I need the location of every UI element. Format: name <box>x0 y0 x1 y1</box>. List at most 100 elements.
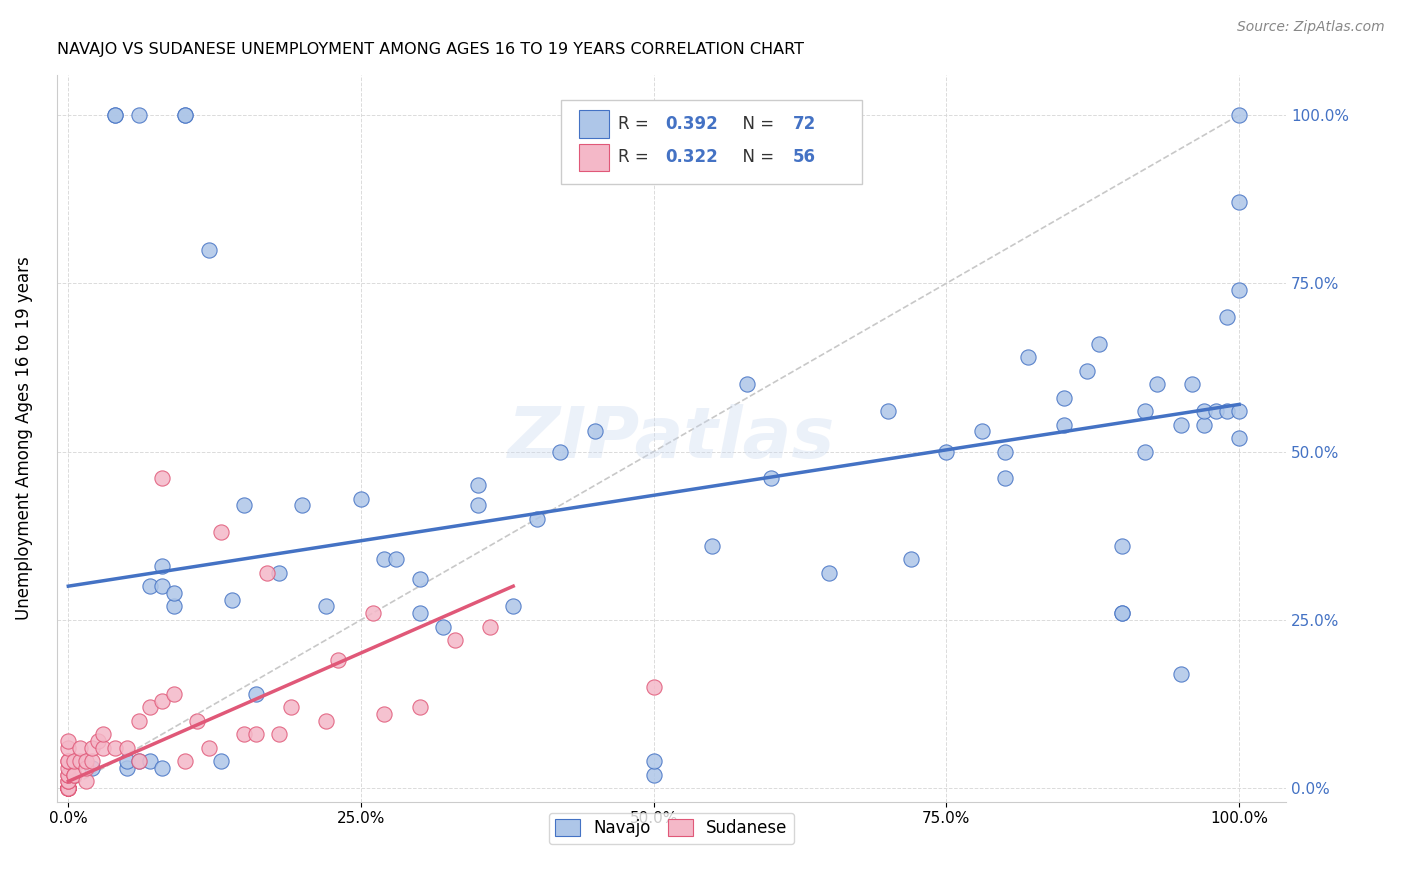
Point <box>221 592 243 607</box>
Point <box>643 767 665 781</box>
Point <box>69 740 91 755</box>
FancyBboxPatch shape <box>561 100 862 184</box>
Point <box>818 566 841 580</box>
Point <box>104 108 127 122</box>
Point <box>128 108 150 122</box>
Point <box>186 714 208 728</box>
Point <box>350 491 373 506</box>
Point <box>209 754 232 768</box>
Point <box>58 781 80 796</box>
Legend: Navajo, Sudanese: Navajo, Sudanese <box>548 813 794 844</box>
Point <box>1227 108 1250 122</box>
Point <box>526 512 548 526</box>
Text: R =: R = <box>619 148 654 167</box>
Point <box>315 714 337 728</box>
Point <box>432 619 454 633</box>
Point <box>373 552 395 566</box>
Point <box>443 633 465 648</box>
Point <box>643 680 665 694</box>
Point <box>198 243 221 257</box>
Point <box>1052 391 1074 405</box>
Text: ZIPatlas: ZIPatlas <box>508 403 835 473</box>
Point <box>58 781 80 796</box>
Text: 0.392: 0.392 <box>665 115 718 133</box>
Bar <box>579 144 609 171</box>
Point <box>58 734 80 748</box>
Point <box>128 714 150 728</box>
Point <box>86 734 108 748</box>
Point <box>63 767 86 781</box>
Point <box>75 774 97 789</box>
Text: R =: R = <box>619 115 654 133</box>
Point <box>69 754 91 768</box>
Text: 72: 72 <box>793 115 817 133</box>
Point <box>58 781 80 796</box>
Point <box>232 499 254 513</box>
Point <box>80 740 103 755</box>
Point <box>58 767 80 781</box>
Point <box>58 754 80 768</box>
Point <box>80 754 103 768</box>
Point <box>1181 377 1204 392</box>
Point <box>643 754 665 768</box>
Point <box>93 727 115 741</box>
Point <box>759 471 782 485</box>
Point <box>150 693 173 707</box>
Point <box>1146 377 1168 392</box>
Point <box>1135 444 1157 458</box>
Point <box>115 740 138 755</box>
Point <box>1205 404 1227 418</box>
Text: 56: 56 <box>793 148 815 167</box>
Point <box>58 781 80 796</box>
Point <box>291 499 314 513</box>
Y-axis label: Unemployment Among Ages 16 to 19 years: Unemployment Among Ages 16 to 19 years <box>15 256 32 620</box>
Point <box>139 754 162 768</box>
Point <box>994 444 1017 458</box>
Point <box>245 727 267 741</box>
Point <box>104 740 127 755</box>
Point <box>58 761 80 775</box>
Point <box>58 774 80 789</box>
Text: N =: N = <box>731 115 779 133</box>
Point <box>256 566 278 580</box>
Point <box>163 586 186 600</box>
Point <box>75 754 97 768</box>
Point <box>1087 336 1109 351</box>
Point <box>58 781 80 796</box>
Point <box>1192 404 1215 418</box>
Point <box>63 767 86 781</box>
Point <box>385 552 408 566</box>
Text: N =: N = <box>731 148 779 167</box>
Point <box>876 404 898 418</box>
Point <box>150 559 173 574</box>
Point <box>163 687 186 701</box>
Point <box>702 539 724 553</box>
Point <box>1017 351 1039 365</box>
Point <box>58 774 80 789</box>
Point <box>583 425 606 439</box>
Point <box>467 499 489 513</box>
Point <box>63 754 86 768</box>
Point <box>93 740 115 755</box>
Point <box>150 761 173 775</box>
Point <box>900 552 922 566</box>
Point <box>267 566 290 580</box>
Text: Source: ZipAtlas.com: Source: ZipAtlas.com <box>1237 20 1385 34</box>
Point <box>408 606 430 620</box>
Point <box>58 781 80 796</box>
Point <box>478 619 501 633</box>
Point <box>58 781 80 796</box>
Point <box>408 573 430 587</box>
Point <box>1052 417 1074 432</box>
Point <box>548 444 571 458</box>
Point <box>1227 283 1250 297</box>
Point <box>1227 431 1250 445</box>
Point <box>128 754 150 768</box>
Point <box>1216 404 1239 418</box>
Point <box>373 707 395 722</box>
Point <box>58 740 80 755</box>
Point <box>1227 404 1250 418</box>
Point <box>315 599 337 614</box>
Point <box>245 687 267 701</box>
Point <box>232 727 254 741</box>
